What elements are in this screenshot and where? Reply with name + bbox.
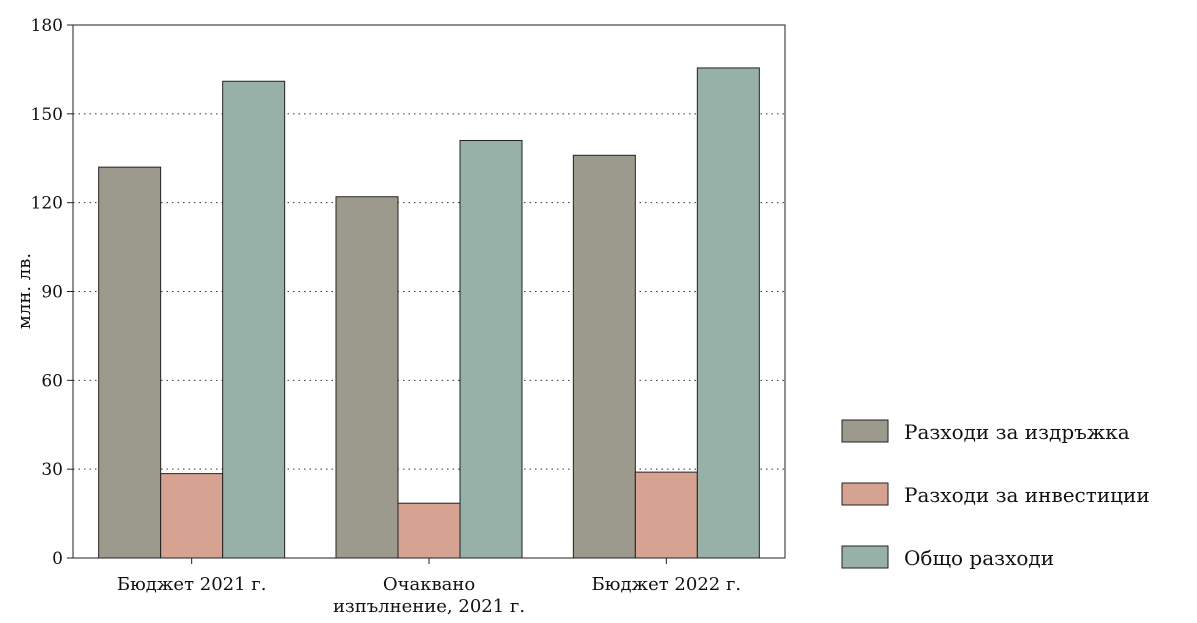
bar — [459, 139, 523, 559]
y-tick-label: 0 — [52, 549, 63, 569]
axis-layer: 0 30 60 90 120 150 180 Бюджет 2021 г. Очаквано из… — [31, 16, 742, 617]
legend-swatch — [841, 545, 889, 569]
bars-layer — [98, 67, 760, 559]
bar — [160, 473, 224, 559]
bar — [335, 196, 399, 559]
bar — [397, 502, 461, 559]
bar — [98, 166, 162, 559]
bar — [222, 80, 286, 559]
legend: Разходи за издръжка Разходи за инвестиции… — [841, 419, 1150, 570]
y-tick-label: 120 — [31, 194, 63, 214]
x-tick-label: Бюджет 2021 г. — [117, 574, 267, 595]
y-axis-label: млн. лв. — [14, 253, 35, 329]
legend-swatch — [841, 419, 889, 443]
y-tick-label: 150 — [31, 105, 63, 125]
legend-label: Общо разходи — [904, 546, 1054, 570]
legend-swatch — [841, 482, 889, 506]
x-tick-label: Бюджет 2022 г. — [592, 574, 742, 595]
grid-layer — [73, 113, 785, 470]
y-tick-label: 30 — [41, 460, 63, 480]
legend-label: Разходи за инвестиции — [904, 483, 1150, 507]
x-tick-label: Очаквано изпълнение, 2021 г. — [333, 574, 525, 617]
bar — [696, 67, 760, 559]
y-tick-label: 60 — [41, 371, 63, 391]
legend-label: Разходи за издръжка — [904, 420, 1130, 444]
bar — [572, 154, 636, 559]
bar — [634, 471, 698, 559]
y-tick-label: 90 — [41, 283, 63, 303]
y-tick-label: 180 — [31, 16, 63, 36]
